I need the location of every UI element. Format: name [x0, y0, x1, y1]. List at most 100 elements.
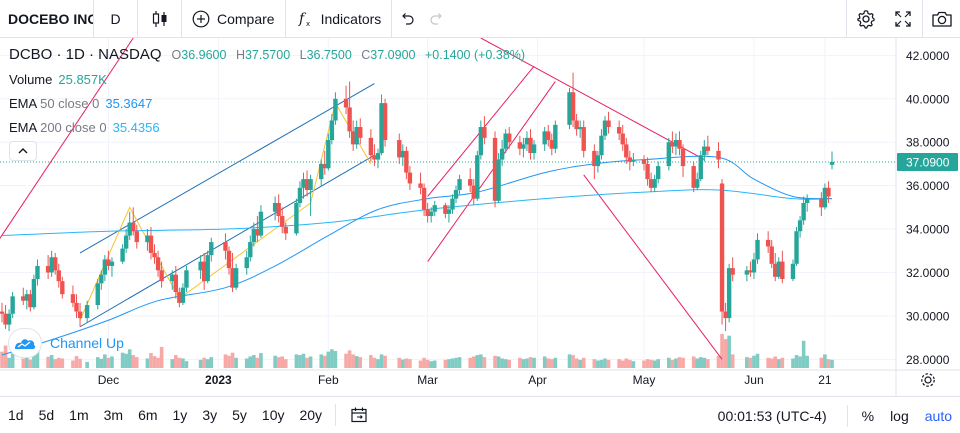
volume-bar	[145, 358, 150, 368]
volume-bar	[344, 353, 348, 368]
redo-icon	[430, 12, 443, 25]
candle-body	[655, 166, 661, 180]
candle-body	[280, 216, 285, 227]
candle-body	[432, 205, 437, 212]
candle-body	[499, 148, 505, 160]
range-3y[interactable]: 3y	[202, 407, 218, 423]
range-5d[interactable]: 5d	[38, 407, 55, 423]
volume-bar	[592, 359, 597, 368]
fullscreen-icon	[895, 11, 911, 27]
compare-label: Compare	[217, 10, 275, 27]
volume-bar	[248, 356, 253, 368]
volume-bar	[805, 355, 809, 368]
volume-bar	[518, 357, 522, 368]
candle-body	[297, 187, 303, 203]
candle-body	[425, 209, 430, 217]
candle-body	[148, 235, 154, 253]
volume-bar	[149, 353, 153, 368]
volume-bar	[730, 354, 735, 368]
timezone-clock[interactable]: 00:01:53 (UTC-4)	[717, 407, 827, 424]
candle-body	[84, 305, 90, 319]
volume-bar	[801, 340, 806, 368]
volume-bar	[85, 361, 89, 368]
volume-bar	[826, 359, 831, 368]
chart-type-button[interactable]	[138, 0, 182, 38]
candle-body	[131, 222, 136, 232]
settings-button[interactable]	[846, 0, 884, 38]
undo-button[interactable]	[392, 0, 422, 38]
volume-bar	[698, 357, 703, 368]
auto-toggle[interactable]: auto	[924, 407, 952, 424]
candle-body	[620, 133, 625, 145]
volume-study-legend[interactable]: Volume 25.857K	[9, 72, 107, 87]
candle-body	[680, 148, 686, 167]
volume-bar	[620, 360, 625, 368]
interval-button[interactable]: D	[94, 0, 138, 38]
range-5y[interactable]: 5y	[232, 407, 247, 423]
snapshot-button[interactable]	[922, 0, 960, 38]
range-3m[interactable]: 3m	[103, 407, 124, 423]
plus-circle-icon	[192, 10, 210, 27]
candle-body	[645, 163, 650, 180]
candle-body	[471, 185, 476, 199]
volume-bar	[244, 358, 249, 368]
candle-body	[31, 278, 37, 308]
range-1d[interactable]: 1d	[8, 407, 24, 423]
candle-body	[134, 231, 139, 243]
volume-bar	[667, 357, 671, 368]
candle-body	[198, 261, 203, 271]
indicators-button[interactable]: f x Indicators	[286, 0, 393, 38]
goto-date-button[interactable]	[342, 406, 376, 424]
volume-bar	[227, 355, 231, 368]
separator	[846, 404, 848, 427]
volume-bar	[174, 355, 178, 368]
ema50-study-legend[interactable]: EMA 50 close 0 35.3647	[9, 96, 152, 111]
redo-button[interactable]	[422, 0, 452, 38]
candle-body	[382, 103, 388, 141]
collapse-legend-button[interactable]	[9, 141, 37, 161]
compare-button[interactable]: Compare	[182, 0, 286, 38]
ema200-study-legend[interactable]: EMA 200 close 0 35.4356	[9, 120, 160, 135]
volume-bar	[819, 357, 824, 368]
time-tick-label: Feb	[318, 373, 339, 387]
fullscreen-button[interactable]	[884, 0, 922, 38]
volume-bar	[351, 354, 355, 368]
candle-body	[698, 155, 703, 180]
volume-bar	[301, 353, 306, 368]
legend-title[interactable]: DCBO · 1D · NASDAQ	[9, 46, 162, 63]
trend-line	[0, 38, 134, 240]
candle-body	[145, 235, 150, 243]
volume-bar	[628, 359, 632, 368]
volume-bar	[798, 356, 802, 368]
volume-bar	[333, 351, 338, 368]
candle-body	[70, 294, 76, 303]
candle-body	[350, 131, 356, 145]
range-1m[interactable]: 1m	[69, 407, 89, 423]
range-10y[interactable]: 10y	[261, 407, 285, 423]
range-20y[interactable]: 20y	[299, 407, 323, 423]
gear-teeth	[921, 373, 935, 387]
volume-bar	[723, 339, 728, 368]
volume-bar	[205, 359, 210, 368]
time-tick-label: Jun	[744, 373, 763, 387]
log-toggle[interactable]: log	[890, 407, 909, 424]
candle-body	[631, 159, 636, 162]
candle-body	[677, 140, 682, 149]
range-6m[interactable]: 6m	[138, 407, 158, 423]
volume-bar	[32, 353, 36, 368]
gear-icon	[856, 10, 875, 29]
candle-body	[595, 155, 601, 167]
symbol-search-button[interactable]: DOCEBO INC	[0, 0, 94, 38]
candle-body	[695, 179, 700, 188]
volume-bar	[432, 360, 437, 368]
percent-toggle[interactable]: %	[861, 407, 875, 424]
candle-body	[276, 203, 281, 217]
candle-body	[180, 287, 186, 303]
volume-bar	[528, 357, 533, 368]
volume-bar	[78, 358, 82, 368]
range-1y[interactable]: 1y	[172, 407, 188, 423]
axis-settings-icon[interactable]	[921, 373, 935, 387]
price-chart[interactable]: 28.0000 30.0000 32.0000 34.0000 36.0000 38.00…	[0, 38, 960, 396]
candle-body	[248, 242, 253, 258]
candle-body	[574, 120, 579, 130]
